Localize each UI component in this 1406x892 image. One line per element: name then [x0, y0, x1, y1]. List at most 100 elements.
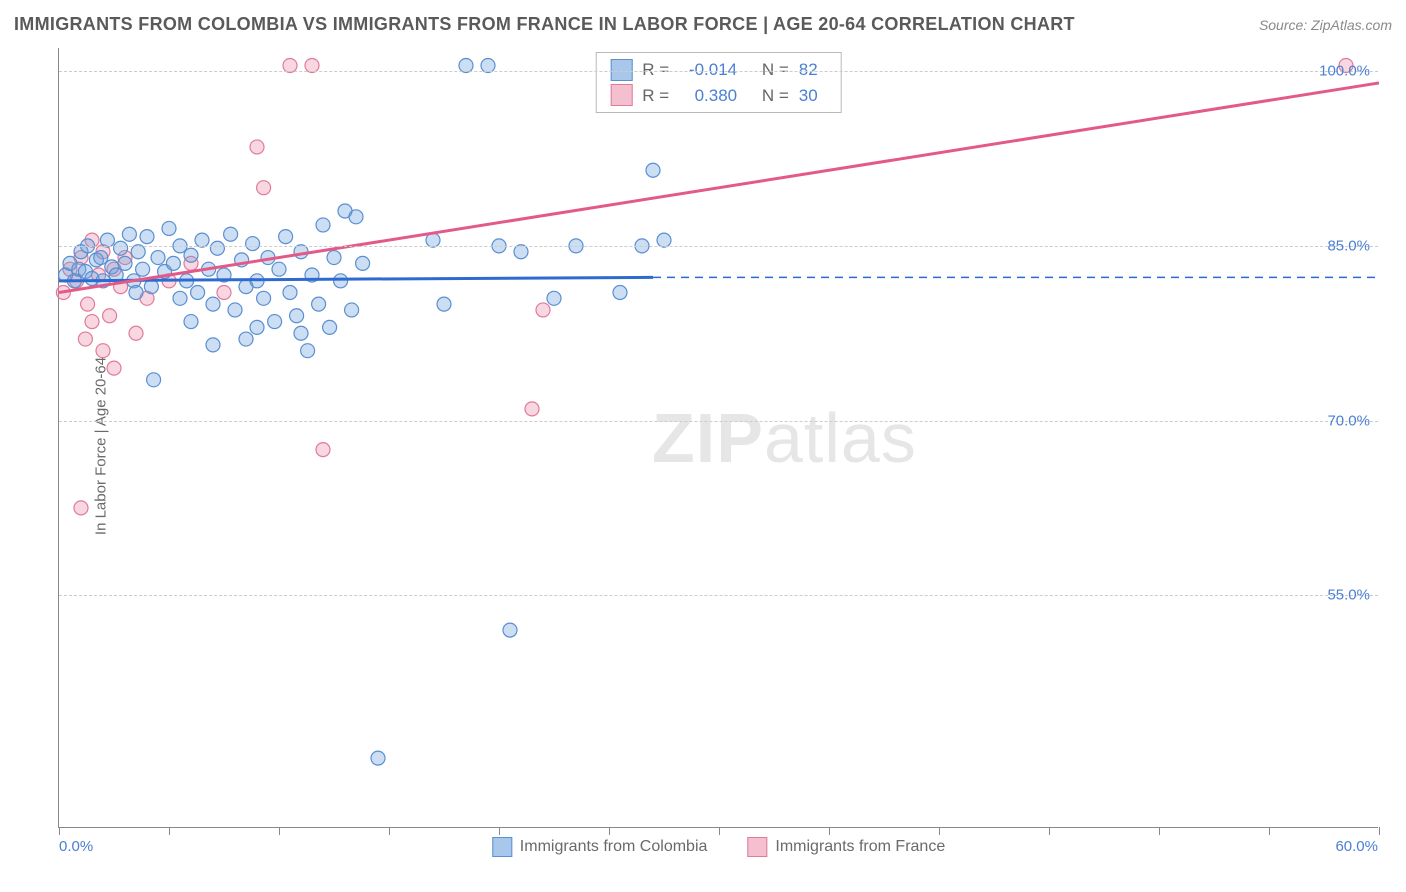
- data-point: [503, 623, 517, 637]
- data-point: [96, 344, 110, 358]
- data-point: [283, 285, 297, 299]
- x-tick: [499, 827, 500, 835]
- r-label: R =: [642, 57, 669, 83]
- n-label-2: N =: [762, 83, 789, 109]
- data-point: [547, 291, 561, 305]
- data-point: [371, 751, 385, 765]
- data-point: [81, 297, 95, 311]
- data-point: [85, 315, 99, 329]
- stats-row-colombia: R = -0.014 N = 82: [610, 57, 827, 83]
- y-tick-label: 70.0%: [1327, 412, 1370, 429]
- y-tick-label: 55.0%: [1327, 587, 1370, 604]
- x-tick: [829, 827, 830, 835]
- data-point: [279, 230, 293, 244]
- n-value-colombia: 82: [799, 57, 827, 83]
- chart-title: IMMIGRANTS FROM COLOMBIA VS IMMIGRANTS F…: [14, 14, 1075, 35]
- plot-area: ZIPatlas R = -0.014 N = 82 R = 0.380 N =…: [58, 48, 1378, 828]
- x-tick: [719, 827, 720, 835]
- data-point: [345, 303, 359, 317]
- stats-row-france: R = 0.380 N = 30: [610, 83, 827, 109]
- gridline: [59, 421, 1378, 422]
- data-point: [312, 297, 326, 311]
- data-point: [356, 256, 370, 270]
- x-tick: [59, 827, 60, 835]
- data-point: [122, 227, 136, 241]
- data-point: [129, 285, 143, 299]
- data-point: [224, 227, 238, 241]
- data-point: [166, 256, 180, 270]
- data-point: [228, 303, 242, 317]
- data-point: [210, 241, 224, 255]
- data-point: [301, 344, 315, 358]
- data-point: [250, 320, 264, 334]
- data-point: [74, 501, 88, 515]
- gridline: [59, 595, 1378, 596]
- data-point: [327, 251, 341, 265]
- x-tick: [1049, 827, 1050, 835]
- data-point: [140, 230, 154, 244]
- data-point: [257, 291, 271, 305]
- x-tick: [609, 827, 610, 835]
- data-point: [184, 248, 198, 262]
- swatch-france-bottom: [747, 837, 767, 857]
- swatch-colombia: [610, 59, 632, 81]
- data-point: [78, 332, 92, 346]
- data-point: [206, 297, 220, 311]
- scatter-plot-svg: [59, 48, 1378, 827]
- data-point: [206, 338, 220, 352]
- data-point: [437, 297, 451, 311]
- x-tick-label-min: 0.0%: [59, 838, 93, 855]
- data-point: [239, 332, 253, 346]
- legend-item-france: Immigrants from France: [747, 837, 945, 857]
- bottom-legend: Immigrants from Colombia Immigrants from…: [492, 837, 945, 857]
- data-point: [646, 163, 660, 177]
- title-bar: IMMIGRANTS FROM COLOMBIA VS IMMIGRANTS F…: [14, 14, 1392, 35]
- swatch-colombia-bottom: [492, 837, 512, 857]
- y-tick-label: 85.0%: [1327, 237, 1370, 254]
- data-point: [257, 181, 271, 195]
- data-point: [290, 309, 304, 323]
- r-value-france: 0.380: [679, 83, 737, 109]
- r-value-colombia: -0.014: [679, 57, 737, 83]
- data-point: [525, 402, 539, 416]
- data-point: [114, 241, 128, 255]
- x-tick: [1379, 827, 1380, 835]
- x-tick: [169, 827, 170, 835]
- data-point: [294, 326, 308, 340]
- data-point: [129, 326, 143, 340]
- r-label-2: R =: [642, 83, 669, 109]
- gridline: [59, 246, 1378, 247]
- data-point: [613, 285, 627, 299]
- legend-item-colombia: Immigrants from Colombia: [492, 837, 708, 857]
- data-point: [147, 373, 161, 387]
- data-point: [272, 262, 286, 276]
- data-point: [107, 361, 121, 375]
- x-tick: [389, 827, 390, 835]
- data-point: [250, 140, 264, 154]
- data-point: [191, 285, 205, 299]
- n-value-france: 30: [799, 83, 827, 109]
- data-point: [349, 210, 363, 224]
- legend-label-colombia: Immigrants from Colombia: [520, 838, 708, 856]
- x-tick: [279, 827, 280, 835]
- n-label: N =: [762, 57, 789, 83]
- x-tick: [1159, 827, 1160, 835]
- data-point: [151, 251, 165, 265]
- x-tick: [939, 827, 940, 835]
- legend-label-france: Immigrants from France: [775, 838, 945, 856]
- data-point: [334, 274, 348, 288]
- source-credit: Source: ZipAtlas.com: [1259, 17, 1392, 33]
- data-point: [323, 320, 337, 334]
- stats-legend-box: R = -0.014 N = 82 R = 0.380 N = 30: [595, 52, 842, 113]
- data-point: [246, 237, 260, 251]
- x-tick-label-max: 60.0%: [1335, 838, 1378, 855]
- data-point: [184, 315, 198, 329]
- data-point: [268, 315, 282, 329]
- data-point: [316, 218, 330, 232]
- gridline: [59, 71, 1378, 72]
- data-point: [316, 443, 330, 457]
- data-point: [173, 291, 187, 305]
- data-point: [217, 285, 231, 299]
- x-tick: [1269, 827, 1270, 835]
- data-point: [536, 303, 550, 317]
